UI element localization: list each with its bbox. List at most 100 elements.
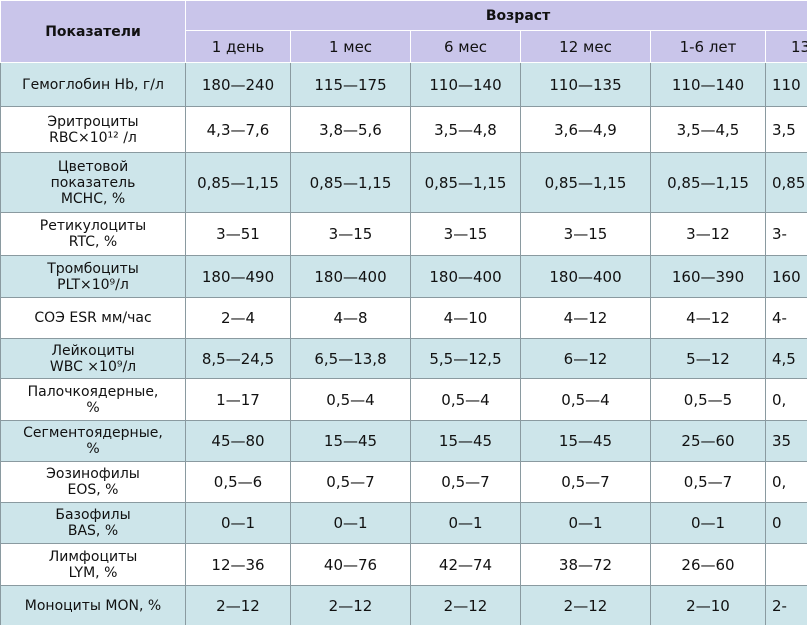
- cell-value: 0,5—4: [410, 378, 521, 421]
- cell-value: 4,5: [764, 338, 807, 379]
- row-label: Сегментоядерные, %: [0, 420, 186, 462]
- table-row: Эозинофилы EOS, % 0,5—6 0,5—7 0,5—7 0,5—7 0,5…: [0, 461, 807, 503]
- table-row: Палочкоядерные, % 1—17 0,5—4 0,5—4 0,5—4 0,5—…: [0, 378, 807, 421]
- column-header: 6 мес: [410, 30, 521, 63]
- cell-value: 3,5—4,5: [650, 106, 766, 153]
- cell-value: 115—175: [290, 62, 411, 107]
- cell-value: 4—12: [650, 297, 766, 339]
- cell-value: 0: [764, 502, 807, 544]
- cell-value: 0,5—7: [410, 461, 521, 503]
- cell-value: 4—10: [410, 297, 521, 339]
- cell-value: 0—1: [185, 502, 291, 544]
- cell-value: 25—60: [650, 420, 766, 462]
- table-row: Эритроциты RBC×10¹² /л 4,3—7,6 3,8—5,6 3,5—…: [0, 106, 807, 153]
- cell-value: 0,85: [764, 152, 807, 213]
- row-label: Эритроциты RBC×10¹² /л: [0, 106, 186, 153]
- cell-value: 160: [764, 255, 807, 298]
- cell-value: 2—12: [185, 585, 291, 625]
- column-header: 1-6 лет: [650, 30, 766, 63]
- cell-value: 0,85—1,15: [185, 152, 291, 213]
- cell-value: 5,5—12,5: [410, 338, 521, 379]
- cell-value: 1—17: [185, 378, 291, 421]
- cell-value: 0,85—1,15: [290, 152, 411, 213]
- cell-value: 0,85—1,15: [520, 152, 651, 213]
- cell-value: 180—240: [185, 62, 291, 107]
- cell-value: 0,5—7: [520, 461, 651, 503]
- cell-value: 110—135: [520, 62, 651, 107]
- cell-value: 160—390: [650, 255, 766, 298]
- table-row: Моноциты MON, % 2—12 2—12 2—12 2—12 2—10 2-: [0, 585, 807, 625]
- cell-value: 38—72: [520, 543, 651, 586]
- cell-value: 4-: [764, 297, 807, 339]
- cell-value: 3—15: [520, 212, 651, 256]
- cell-value: 3—12: [650, 212, 766, 256]
- cell-value: 180—400: [290, 255, 411, 298]
- cell-value: 0—1: [410, 502, 521, 544]
- cell-value: 2—12: [410, 585, 521, 625]
- table-row: Ретикулоциты RTC, % 3—51 3—15 3—15 3—15 3—12 3…: [0, 212, 807, 256]
- cell-value: 2—10: [650, 585, 766, 625]
- cell-value: 0—1: [520, 502, 651, 544]
- row-label: СОЭ ESR мм/час: [0, 297, 186, 339]
- cell-value: 110—140: [650, 62, 766, 107]
- row-label: Ретикулоциты RTC, %: [0, 212, 186, 256]
- row-label: Базофилы BAS, %: [0, 502, 186, 544]
- cell-value: [764, 543, 807, 586]
- table-row: СОЭ ESR мм/час 2—4 4—8 4—10 4—12 4—12 4-: [0, 297, 807, 339]
- cell-value: 0,: [764, 461, 807, 503]
- row-label: Гемоглобин Hb, г/л: [0, 62, 186, 107]
- header-group: Возраст: [184, 0, 807, 31]
- cell-value: 15—45: [410, 420, 521, 462]
- cell-value: 35: [764, 420, 807, 462]
- cell-value: 2—12: [290, 585, 411, 625]
- cell-value: 0,5—7: [650, 461, 766, 503]
- cell-value: 8,5—24,5: [185, 338, 291, 379]
- cell-value: 180—400: [410, 255, 521, 298]
- cell-value: 4—12: [520, 297, 651, 339]
- cell-value: 3-: [764, 212, 807, 256]
- cell-value: 3—15: [290, 212, 411, 256]
- cell-value: 0,85—1,15: [650, 152, 766, 213]
- cell-value: 0—1: [650, 502, 766, 544]
- cell-value: 2—4: [185, 297, 291, 339]
- row-label: Палочкоядерные, %: [0, 378, 186, 421]
- header-label: Показатели: [0, 0, 186, 63]
- cell-value: 2-: [764, 585, 807, 625]
- cell-value: 3,8—5,6: [290, 106, 411, 153]
- cell-value: 12—36: [185, 543, 291, 586]
- cell-value: 15—45: [290, 420, 411, 462]
- row-label: Лейкоциты WBC ×10⁹/л: [0, 338, 186, 379]
- cell-value: 45—80: [185, 420, 291, 462]
- row-label: Эозинофилы EOS, %: [0, 461, 186, 503]
- cell-value: 110: [764, 62, 807, 107]
- cell-value: 0,85—1,15: [410, 152, 521, 213]
- cell-value: 0,5—5: [650, 378, 766, 421]
- cell-value: 15—45: [520, 420, 651, 462]
- cell-value: 2—12: [520, 585, 651, 625]
- cell-value: 3,5: [764, 106, 807, 153]
- column-header: 1 день: [185, 30, 291, 63]
- cell-value: 4,3—7,6: [185, 106, 291, 153]
- table-row: Базофилы BAS, % 0—1 0—1 0—1 0—1 0—1 0: [0, 502, 807, 544]
- cell-value: 3—51: [185, 212, 291, 256]
- cell-value: 3,5—4,8: [410, 106, 521, 153]
- column-header: 13-1: [764, 30, 807, 63]
- cell-value: 110—140: [410, 62, 521, 107]
- cell-value: 0,5—7: [290, 461, 411, 503]
- row-label: Моноциты MON, %: [0, 585, 186, 625]
- cell-value: 180—400: [520, 255, 651, 298]
- cell-value: 3—15: [410, 212, 521, 256]
- row-label: Тромбоциты PLT×10⁹/л: [0, 255, 186, 298]
- cell-value: 4—8: [290, 297, 411, 339]
- row-label: Лимфоциты LYM, %: [0, 543, 186, 586]
- cell-value: 6,5—13,8: [290, 338, 411, 379]
- cell-value: 40—76: [290, 543, 411, 586]
- cell-value: 42—74: [410, 543, 521, 586]
- table-row: Цветовой показатель MCHC, % 0,85—1,15 0,85…: [0, 152, 807, 213]
- column-header: 12 мес: [520, 30, 651, 63]
- cell-value: 3,6—4,9: [520, 106, 651, 153]
- cell-value: 0,5—6: [185, 461, 291, 503]
- table-row: Лейкоциты WBC ×10⁹/л 8,5—24,5 6,5—13,8 5,5—…: [0, 338, 807, 379]
